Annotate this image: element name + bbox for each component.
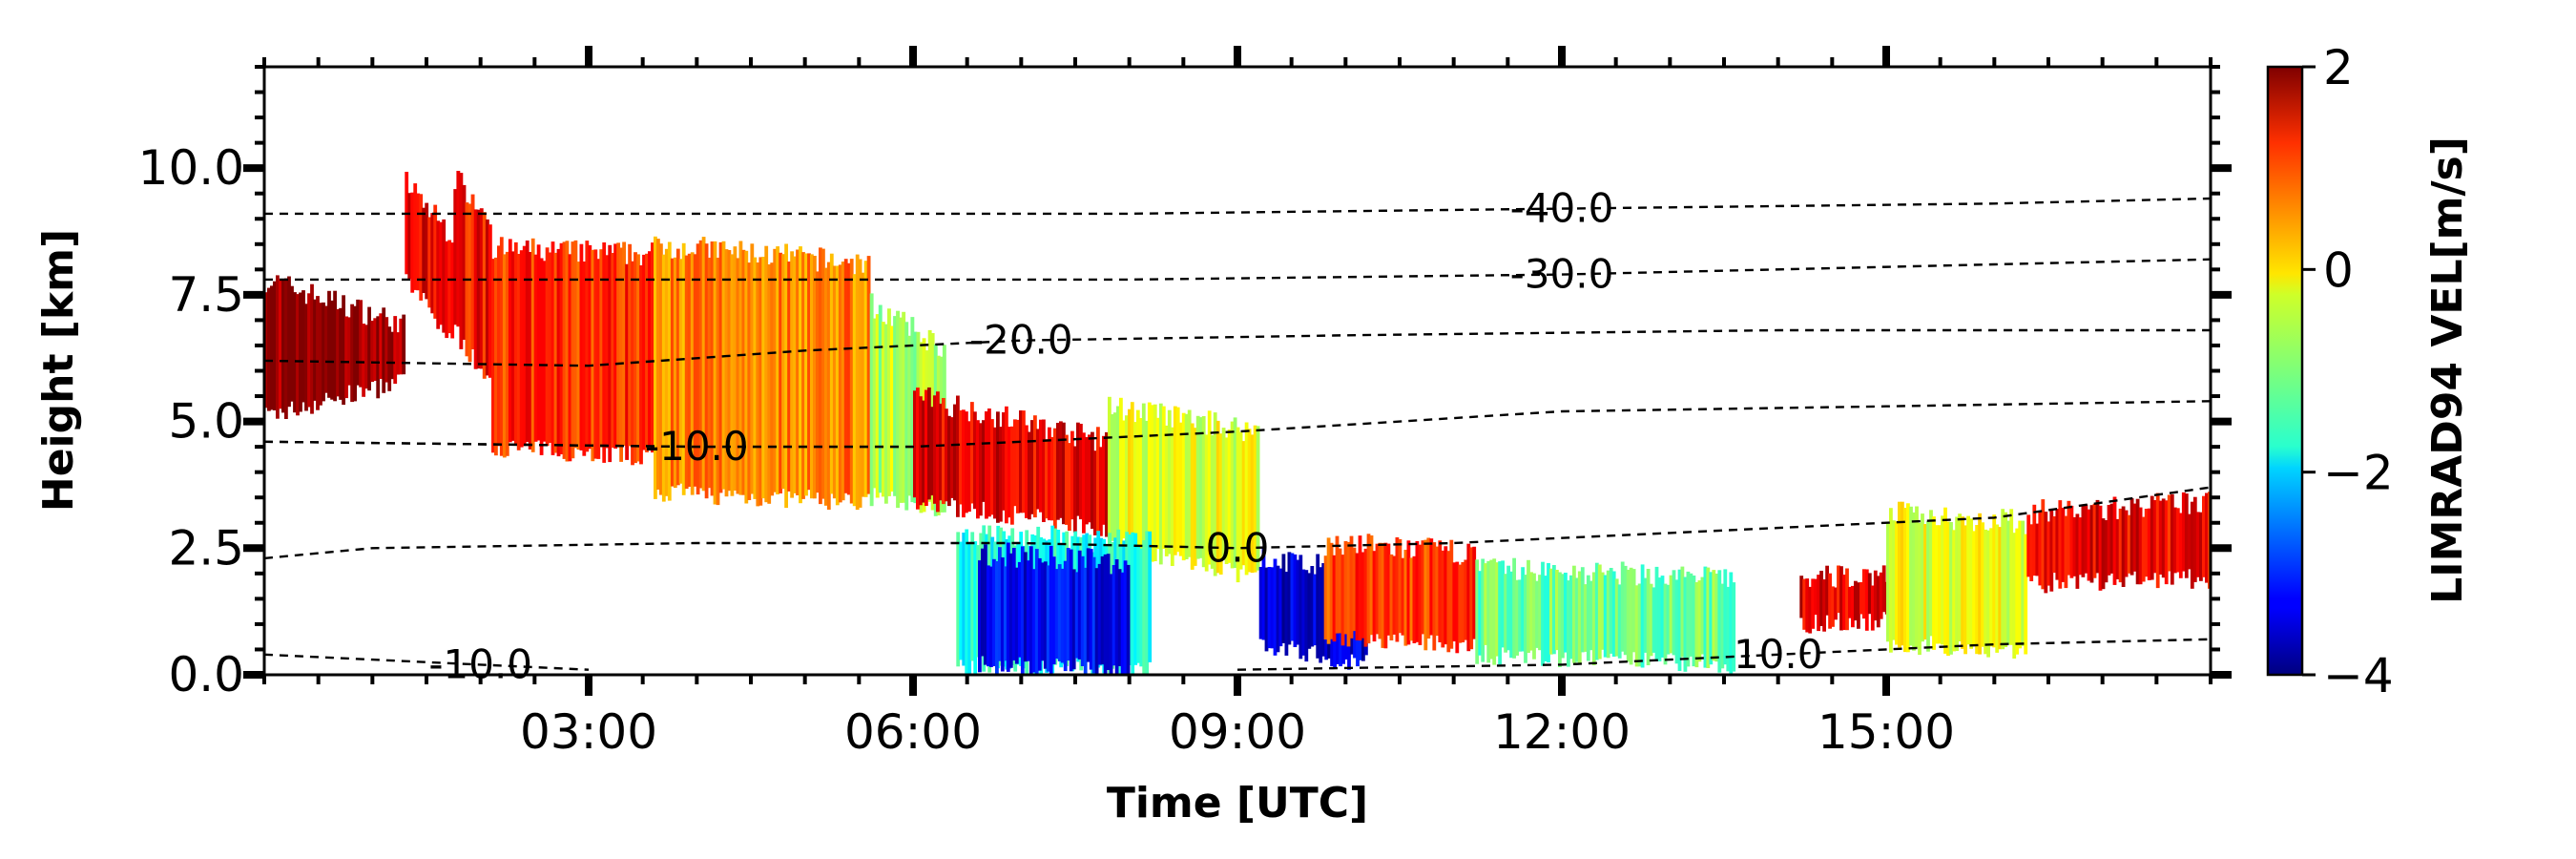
y-tick-label: 7.5 xyxy=(168,267,244,323)
isotherm-line-2 xyxy=(264,328,2211,367)
echo-region-9 xyxy=(978,542,1131,675)
colorbar-tick-label: −4 xyxy=(2323,648,2394,703)
echo-region-6 xyxy=(913,388,1109,537)
isotherm-label-7: 10.0 xyxy=(1734,631,1823,678)
echo-region-0 xyxy=(264,275,406,419)
y-tick-label: 10.0 xyxy=(138,140,244,196)
colorbar-tick-label: −2 xyxy=(2323,446,2394,501)
isotherm-label-5: 0.0 xyxy=(1206,524,1270,571)
x-tick-label: 12:00 xyxy=(1493,704,1631,760)
y-axis-title: Height [km] xyxy=(34,229,83,512)
colorbar-tick-label: 2 xyxy=(2323,40,2354,95)
y-tick-label: 2.5 xyxy=(168,520,244,576)
colorbar-tick-label: 0 xyxy=(2323,242,2354,298)
x-tick-label: 09:00 xyxy=(1169,704,1306,760)
isotherm-contours xyxy=(264,197,2211,671)
colorbar-axis: −4 −2 0 2 xyxy=(2302,40,2394,703)
y-axis: 0.0 2.5 5.0 7.5 10.0 xyxy=(138,65,2232,702)
y-tick-label: 5.0 xyxy=(168,394,244,450)
echo-region-3 xyxy=(491,237,654,466)
echo-region-12 xyxy=(1475,557,1736,674)
radar-echo-layer xyxy=(264,171,2211,675)
colorbar-label: LIMRAD94 VEL[m/s] xyxy=(2423,136,2472,604)
colorbar xyxy=(2266,65,2304,677)
echo-region-4 xyxy=(654,236,871,511)
isotherm-line-0 xyxy=(264,197,2211,216)
echo-region-7 xyxy=(1108,396,1260,583)
echo-region-15 xyxy=(2026,492,2211,594)
x-axis-title: Time [UTC] xyxy=(1107,779,1368,828)
isotherm-line-7 xyxy=(1236,638,2211,671)
isotherm-labels: -40.0-30.0-20.0-10.00.0-10.0 10.0 xyxy=(428,185,1822,688)
isotherm-label-4: -10.0 xyxy=(645,423,749,470)
isotherm-label-1: -30.0 xyxy=(1510,251,1614,298)
x-tick-label: 15:00 xyxy=(1818,704,1955,760)
y-tick-label: 0.0 xyxy=(168,647,244,702)
x-axis: 03:00 06:00 09:00 12:00 15:00 xyxy=(262,46,2212,760)
isotherm-line-4 xyxy=(264,440,913,449)
echo-region-14 xyxy=(1886,501,2028,659)
echo-region-2 xyxy=(453,171,492,379)
x-tick-label: 06:00 xyxy=(844,704,982,760)
isotherm-line-5 xyxy=(264,486,2211,560)
isotherm-label-2: -20.0 xyxy=(969,317,1073,364)
echo-region-1 xyxy=(405,172,455,339)
echo-region-11 xyxy=(1323,534,1477,654)
isotherm-label-0: -40.0 xyxy=(1510,185,1614,232)
isotherm-line-6 xyxy=(264,653,590,671)
x-tick-label: 03:00 xyxy=(520,704,657,760)
